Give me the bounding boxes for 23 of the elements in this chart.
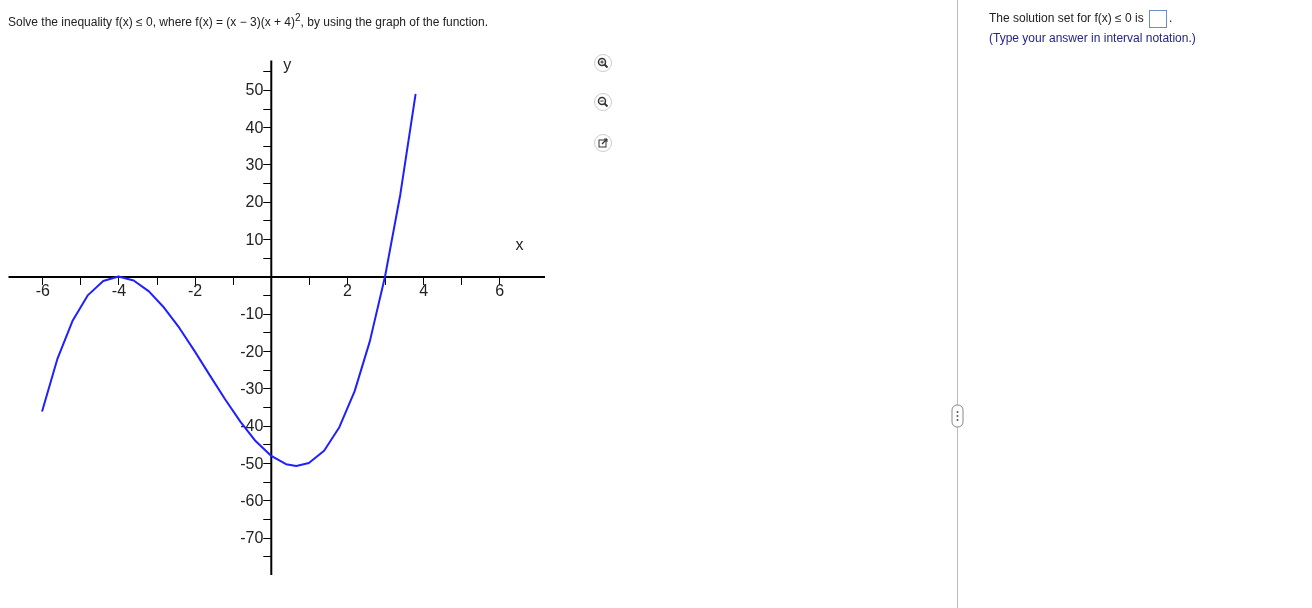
text: . <box>1168 11 1173 25</box>
y-tick-label: 20 <box>245 193 264 211</box>
y-tick-label: 50 <box>245 81 264 99</box>
y-tick-label: -20 <box>240 342 264 360</box>
y-tick-label: -30 <box>240 379 264 397</box>
chart-title: Solve the inequality f(x) ≤ 0, where f(x) = (x − 3)(x + 4)$^{2}$, by using the graph of the function. <box>8 12 489 29</box>
x-tick-label: -4 <box>111 281 127 299</box>
text: (Type your answer in interval notation.) <box>989 30 1196 47</box>
y-tick-label: 40 <box>245 118 264 136</box>
y-tick-label: -70 <box>240 529 264 547</box>
text: The solution set for f(x) ≤ 0 is <box>989 11 1144 25</box>
x-tick-label: 6 <box>495 281 505 299</box>
x-tick-label: -6 <box>35 281 50 299</box>
x-axis-title: x <box>515 235 524 253</box>
x-tick-label: 2 <box>343 281 352 299</box>
y-axis-title: y <box>283 55 292 73</box>
y-tick-label: -60 <box>240 491 264 509</box>
y-tick-label: 10 <box>245 230 264 248</box>
y-tick-label: -10 <box>240 305 264 323</box>
x-tick-label: 4 <box>419 281 429 299</box>
x-tick-label: -2 <box>188 281 203 299</box>
y-tick-label: 30 <box>245 155 264 173</box>
y-tick-label: -50 <box>240 454 264 472</box>
